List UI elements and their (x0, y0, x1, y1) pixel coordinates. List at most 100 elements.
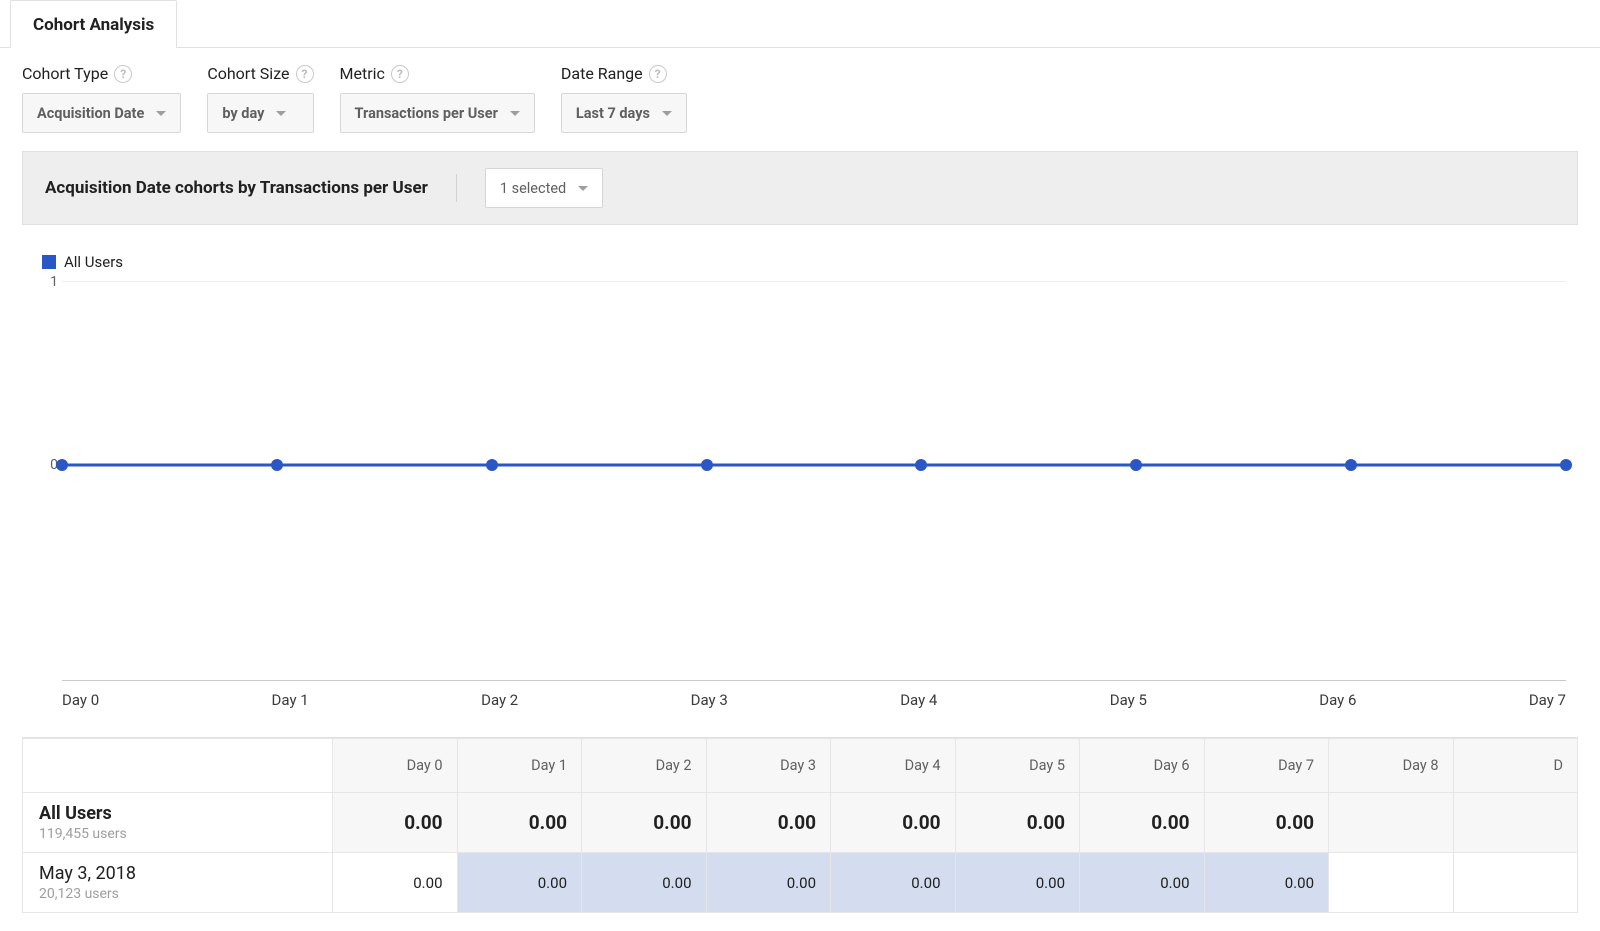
cell (1453, 793, 1578, 853)
column-header[interactable]: Day 4 (831, 739, 956, 793)
control-cohort-type: Cohort Type ? Acquisition Date (22, 64, 181, 133)
column-header[interactable]: Day 2 (582, 739, 707, 793)
label-cohort-type-text: Cohort Type (22, 64, 108, 83)
label-date-range: Date Range ? (561, 64, 687, 83)
data-point[interactable] (1130, 459, 1142, 471)
legend-item[interactable]: All Users (42, 253, 123, 271)
cell: 0.00 (1080, 793, 1205, 853)
cell: 0.00 (1204, 853, 1329, 913)
control-cohort-size: Cohort Size ? by day (207, 64, 313, 133)
y-tick: 1 (36, 274, 58, 290)
cell: 0.00 (457, 793, 582, 853)
cell: 0.00 (1204, 793, 1329, 853)
select-metric[interactable]: Transactions per User (340, 93, 535, 133)
cell (1329, 793, 1454, 853)
chart: All Users 01 Day 0Day 1Day 2Day 3Day 4Da… (22, 239, 1578, 709)
cell: 0.00 (706, 793, 831, 853)
select-series[interactable]: 1 selected (485, 168, 603, 208)
help-icon[interactable]: ? (391, 65, 409, 83)
cohort-table: Day 0Day 1Day 2Day 3Day 4Day 5Day 6Day 7… (22, 737, 1578, 913)
cell: 0.00 (706, 853, 831, 913)
tab-cohort-analysis[interactable]: Cohort Analysis (10, 0, 177, 48)
chart-legend: All Users (22, 247, 1578, 275)
select-metric-value: Transactions per User (355, 105, 498, 122)
help-icon[interactable]: ? (296, 65, 314, 83)
cell: 0.00 (955, 793, 1080, 853)
x-tick: Day 3 (691, 691, 728, 709)
select-date-range-value: Last 7 days (576, 105, 650, 122)
cell: 0.00 (582, 793, 707, 853)
tabs-bar: Cohort Analysis (0, 0, 1600, 48)
cell: 0.00 (831, 853, 956, 913)
y-tick: 0 (36, 457, 58, 473)
column-header[interactable]: Day 3 (706, 739, 831, 793)
table-row-total: All Users119,455 users0.000.000.000.000.… (23, 793, 1578, 853)
chevron-down-icon (578, 186, 588, 191)
x-tick: Day 1 (272, 691, 309, 709)
column-header[interactable]: Day 6 (1080, 739, 1205, 793)
data-point[interactable] (271, 459, 283, 471)
row-title: All Users (39, 803, 316, 824)
cell: 0.00 (582, 853, 707, 913)
data-point[interactable] (915, 459, 927, 471)
cell: 0.00 (333, 793, 458, 853)
control-metric: Metric ? Transactions per User (340, 64, 535, 133)
x-tick: Day 4 (900, 691, 937, 709)
cell: 0.00 (457, 853, 582, 913)
column-header[interactable]: Day 5 (955, 739, 1080, 793)
x-tick: Day 6 (1319, 691, 1356, 709)
row-title: May 3, 2018 (39, 863, 316, 884)
chevron-down-icon (510, 111, 520, 116)
row-header: May 3, 2018 20,123 users (23, 853, 333, 913)
chart-x-axis: Day 0Day 1Day 2Day 3Day 4Day 5Day 6Day 7 (62, 691, 1566, 709)
data-point[interactable] (701, 459, 713, 471)
label-date-range-text: Date Range (561, 64, 643, 83)
help-icon[interactable]: ? (649, 65, 667, 83)
controls-row: Cohort Type ? Acquisition Date Cohort Si… (0, 48, 1600, 151)
select-series-value: 1 selected (500, 180, 566, 197)
column-header[interactable]: Day 1 (457, 739, 582, 793)
cell: 0.00 (831, 793, 956, 853)
chart-plot-area[interactable]: 01 (62, 281, 1566, 681)
select-date-range[interactable]: Last 7 days (561, 93, 687, 133)
data-point[interactable] (1345, 459, 1357, 471)
series-line (62, 464, 1566, 467)
column-header[interactable]: Day 8 (1329, 739, 1454, 793)
table-corner (23, 739, 333, 793)
column-header[interactable]: Day 7 (1204, 739, 1329, 793)
legend-label: All Users (64, 253, 123, 271)
cohort-data-table: Day 0Day 1Day 2Day 3Day 4Day 5Day 6Day 7… (22, 738, 1578, 913)
select-cohort-type-value: Acquisition Date (37, 105, 144, 122)
column-header[interactable]: Day 0 (333, 739, 458, 793)
data-point[interactable] (1560, 459, 1572, 471)
label-cohort-size-text: Cohort Size (207, 64, 289, 83)
x-tick: Day 2 (481, 691, 518, 709)
x-tick: Day 0 (62, 691, 99, 709)
control-date-range: Date Range ? Last 7 days (561, 64, 687, 133)
select-cohort-size-value: by day (222, 105, 264, 122)
chevron-down-icon (662, 111, 672, 116)
panel-title: Acquisition Date cohorts by Transactions… (45, 178, 428, 198)
separator (456, 174, 457, 202)
chevron-down-icon (276, 111, 286, 116)
label-metric: Metric ? (340, 64, 535, 83)
data-point[interactable] (486, 459, 498, 471)
data-point[interactable] (56, 459, 68, 471)
cell (1453, 853, 1578, 913)
row-subtitle: 20,123 users (39, 886, 316, 902)
select-cohort-type[interactable]: Acquisition Date (22, 93, 181, 133)
label-metric-text: Metric (340, 64, 385, 83)
help-icon[interactable]: ? (114, 65, 132, 83)
chevron-down-icon (156, 111, 166, 116)
cell (1329, 853, 1454, 913)
row-subtitle: 119,455 users (39, 826, 316, 842)
x-tick: Day 7 (1529, 691, 1566, 709)
select-cohort-size[interactable]: by day (207, 93, 313, 133)
label-cohort-size: Cohort Size ? (207, 64, 313, 83)
cell: 0.00 (333, 853, 458, 913)
legend-swatch (42, 255, 56, 269)
cell: 0.00 (955, 853, 1080, 913)
table-row: May 3, 201820,123 users0.000.000.000.000… (23, 853, 1578, 913)
column-header[interactable]: D (1453, 739, 1578, 793)
label-cohort-type: Cohort Type ? (22, 64, 181, 83)
